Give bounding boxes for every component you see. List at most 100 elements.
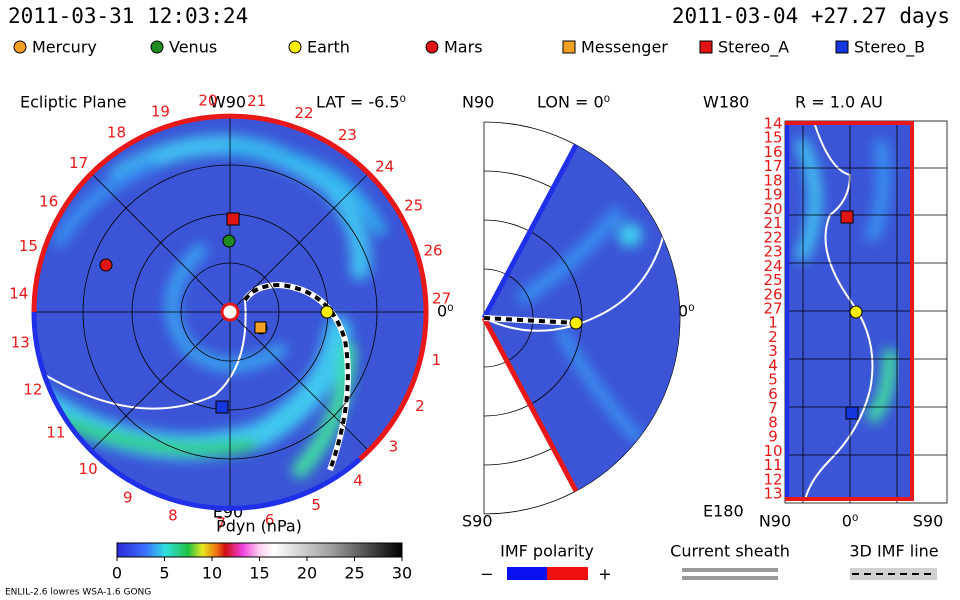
colorbar-tick-label: 30 xyxy=(392,564,412,583)
key-title: 3D IMF line xyxy=(849,542,938,561)
day-label: 11 xyxy=(763,456,782,474)
day-label: 9 xyxy=(768,428,778,446)
day-label: 14 xyxy=(9,285,28,303)
day-label: 18 xyxy=(763,171,782,189)
earth xyxy=(569,316,583,330)
legend-marker xyxy=(150,40,164,54)
day-label: 24 xyxy=(375,157,394,175)
legend-label: Mars xyxy=(444,38,483,57)
colorbar-tick-label: 10 xyxy=(202,564,222,583)
day-label: 13 xyxy=(11,333,30,351)
x-label: 0⁰ xyxy=(842,512,859,531)
day-label: 7 xyxy=(216,514,226,532)
stereo-b xyxy=(215,400,229,414)
ref-time: 2011-03-04 +27.27 days xyxy=(672,4,950,28)
legend-label: Stereo_B xyxy=(854,38,925,58)
day-label: 3 xyxy=(389,438,399,456)
messenger xyxy=(254,321,267,334)
venus xyxy=(222,234,236,248)
legend-label: Stereo_A xyxy=(718,38,789,58)
day-label: 21 xyxy=(247,92,266,110)
day-label: 26 xyxy=(423,241,442,259)
day-label: 26 xyxy=(763,285,782,303)
day-label: 14 xyxy=(763,115,782,133)
day-label: 20 xyxy=(763,200,782,218)
stereo-b xyxy=(845,406,859,420)
day-label: 19 xyxy=(151,102,170,120)
day-label: 1 xyxy=(768,314,778,332)
colorbar-tick-label: 20 xyxy=(297,564,317,583)
stereo-a xyxy=(226,212,240,226)
axis-label: N90 xyxy=(462,93,494,112)
stereo-a xyxy=(840,210,854,224)
colorbar-ticks: 0 5 10 15 20 25 30 xyxy=(112,557,412,583)
legend-label: Earth xyxy=(307,38,350,57)
day-label: 21 xyxy=(763,214,782,232)
day-label: 3 xyxy=(768,342,778,360)
day-label: 5 xyxy=(311,496,321,514)
day-label: 11 xyxy=(46,423,65,441)
day-label: 16 xyxy=(39,193,58,211)
lat-label: LAT = -6.5⁰ xyxy=(316,93,406,112)
earth xyxy=(849,305,863,319)
mars xyxy=(99,258,113,272)
legend-marker xyxy=(562,40,576,54)
density-wedge xyxy=(484,145,680,491)
legend-marker xyxy=(288,40,302,54)
colorbar-tick-label: 5 xyxy=(159,564,169,583)
key-title: Current sheath xyxy=(670,542,790,561)
day-label: 5 xyxy=(768,371,778,389)
day-label: 2 xyxy=(415,397,425,415)
earth xyxy=(320,305,334,319)
footer: ENLIL-2.6 lowres WSA-1.6 GONG xyxy=(5,588,151,598)
legend-marker xyxy=(835,40,849,54)
day-label: 20 xyxy=(198,92,217,110)
day-label: 15 xyxy=(763,129,782,147)
day-label: 7 xyxy=(768,399,778,417)
day-label: 13 xyxy=(763,485,782,503)
day-label: 23 xyxy=(338,126,357,144)
day-label: 1 xyxy=(432,351,442,369)
day-label: 4 xyxy=(768,356,778,374)
day-label: 27 xyxy=(763,300,782,318)
day-label: 22 xyxy=(294,104,313,122)
legend: Mercury Venus Earth Mars Messenger Stereo_A St… xyxy=(13,38,925,58)
day-label: 25 xyxy=(763,271,782,289)
day-labels: 1415161718192021222324252627123456789101… xyxy=(763,115,782,503)
day-label: 8 xyxy=(168,507,178,525)
day-label: 12 xyxy=(23,380,42,398)
day-label: 22 xyxy=(763,228,782,246)
day-label: 17 xyxy=(69,154,88,172)
legend-label: Messenger xyxy=(581,38,668,57)
day-label: 25 xyxy=(404,197,423,215)
legend-label: Mercury xyxy=(32,38,97,57)
day-label: 17 xyxy=(763,157,782,175)
day-label: 10 xyxy=(763,442,782,460)
sim-time: 2011-03-31 12:03:24 xyxy=(8,4,248,28)
legend-marker xyxy=(425,40,439,54)
day-label: 27 xyxy=(432,289,451,307)
x-labels: N90 0⁰ S90 xyxy=(759,512,943,531)
legend-marker xyxy=(13,40,27,54)
day-label: 19 xyxy=(763,186,782,204)
day-label: 4 xyxy=(353,471,363,489)
day-label: 16 xyxy=(763,143,782,161)
day-label: 10 xyxy=(79,460,98,478)
panel-title: Ecliptic Plane xyxy=(20,93,126,112)
day-label: 6 xyxy=(265,511,275,529)
day-label: 2 xyxy=(768,328,778,346)
day-label: 18 xyxy=(107,123,126,141)
key-title: IMF polarity xyxy=(500,542,594,561)
day-label: 9 xyxy=(123,488,133,506)
day-label: 12 xyxy=(763,470,782,488)
legend-label: Venus xyxy=(169,38,217,57)
axis-label: W90 xyxy=(210,93,246,112)
axis-label: W180 xyxy=(703,93,749,112)
polarity-pos xyxy=(547,567,588,580)
colorbar-tick-label: 15 xyxy=(249,564,269,583)
day-label: 23 xyxy=(763,243,782,261)
colorbar-title: Pdyn (nPa) xyxy=(216,517,302,536)
x-label: N90 xyxy=(759,512,791,531)
